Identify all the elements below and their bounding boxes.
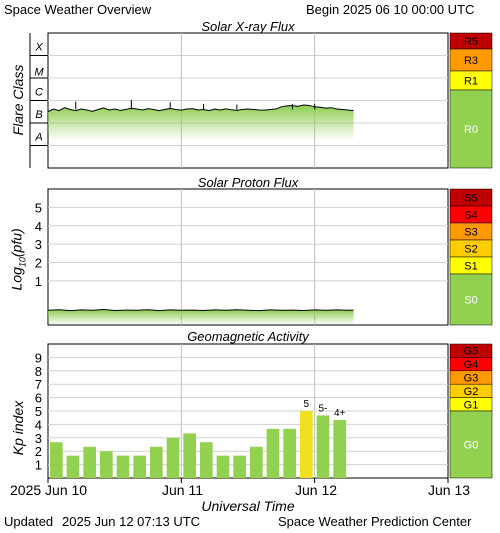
geomag-ytick-6: 6 [35, 391, 42, 406]
x-tick-jun10: 2025 Jun 10 [10, 482, 88, 498]
kp-bar [66, 455, 80, 478]
geomag-ytick-7: 7 [35, 377, 42, 392]
geomag-ytick-5: 5 [35, 404, 42, 419]
proton-ytick-4: 4 [35, 219, 42, 234]
xray-scale-label-R1: R1 [464, 76, 478, 88]
proton-title: Solar Proton Flux [197, 175, 299, 190]
proton-scale-label-S4: S4 [464, 210, 477, 222]
xray-class-label-B: B [35, 109, 42, 121]
kp-bar [166, 437, 180, 478]
proton-frame [47, 188, 449, 326]
xray-line [47, 104, 354, 113]
proton-scale-label-S0: S0 [464, 295, 477, 307]
proton-scale-label-S3: S3 [464, 227, 477, 239]
proton-scale-label-S5: S5 [464, 193, 477, 205]
kp-bar [83, 446, 96, 478]
x-axis-title: Universal Time [201, 498, 295, 514]
kp-bar [316, 415, 330, 478]
geomag-ytick-8: 8 [35, 364, 42, 379]
xray-class-label-A: A [34, 132, 42, 144]
x-tick-jun11: Jun 11 [162, 482, 203, 498]
page-title: Space Weather Overview [4, 2, 152, 17]
kp-bar [116, 455, 130, 478]
geomag-ytick-2: 2 [35, 444, 42, 459]
kp-bar [300, 411, 313, 478]
kp-data-label: 5 [304, 399, 310, 410]
xray-scale-label-R5: R5 [464, 36, 478, 48]
geomag-ytick-4: 4 [35, 417, 42, 432]
x-tick-jun13: Jun 13 [428, 482, 471, 498]
xray-title: Solar X-ray Flux [201, 19, 295, 34]
geomag-scale-label-G1: G1 [464, 399, 479, 411]
kp-bar [283, 428, 296, 478]
geomag-ytick-1: 1 [35, 458, 42, 473]
proton-scale-label-S2: S2 [464, 244, 477, 256]
geomag-scale-label-G0: G0 [464, 440, 479, 452]
geomag-scale-label-G3: G3 [464, 373, 479, 385]
proton-scale-label-S1: S1 [464, 261, 477, 273]
geomag-scale-label-G2: G2 [464, 386, 479, 398]
geomag-scale-label-G4: G4 [464, 359, 479, 371]
x-tick-jun12: Jun 12 [295, 482, 338, 498]
proton-ytick-5: 5 [35, 200, 42, 215]
kp-bar [266, 428, 280, 478]
xray-class-label-X: X [34, 42, 43, 54]
kp-bar [133, 455, 146, 478]
kp-bar [200, 442, 213, 478]
xray-area [48, 105, 354, 139]
proton-ytick-1: 1 [35, 274, 42, 289]
geomag-ytick-3: 3 [35, 431, 42, 446]
geomag-ytick-9: 9 [35, 350, 42, 365]
kp-bar [150, 446, 163, 478]
kp-data-label: 5- [319, 403, 328, 414]
kp-bar [250, 446, 263, 478]
xray-scale-cell-R0 [449, 89, 493, 169]
kp-bar [100, 451, 113, 478]
kp-bar [183, 433, 196, 478]
kp-bar [216, 455, 230, 478]
xray-class-label-M: M [34, 66, 44, 78]
proton-ytick-2: 2 [35, 256, 42, 271]
proton-scale-cell-S0 [449, 273, 493, 326]
xray-scale-label-R0: R0 [464, 124, 478, 136]
kp-bar [50, 442, 63, 478]
proton-line [47, 309, 354, 312]
xray-class-label-C: C [35, 87, 43, 99]
proton-ytick-3: 3 [35, 237, 42, 252]
updated-label: Updated [4, 514, 54, 529]
kp-data-label: 4+ [334, 408, 346, 419]
geomag-scale-label-G5: G5 [464, 346, 479, 358]
kp-bar [333, 419, 346, 478]
xray-scale-label-R3: R3 [464, 55, 478, 67]
updated-time: 2025 Jun 12 07:13 UTC [62, 514, 201, 529]
proton-area [48, 309, 354, 325]
geomag-scale-cell-G0 [449, 410, 493, 479]
credit: Space Weather Prediction Center [278, 514, 472, 529]
geomag-title: Geomagnetic Activity [187, 329, 309, 344]
begin-time: Begin 2025 06 10 00:00 UTC [306, 2, 475, 17]
kp-bar [233, 455, 246, 478]
